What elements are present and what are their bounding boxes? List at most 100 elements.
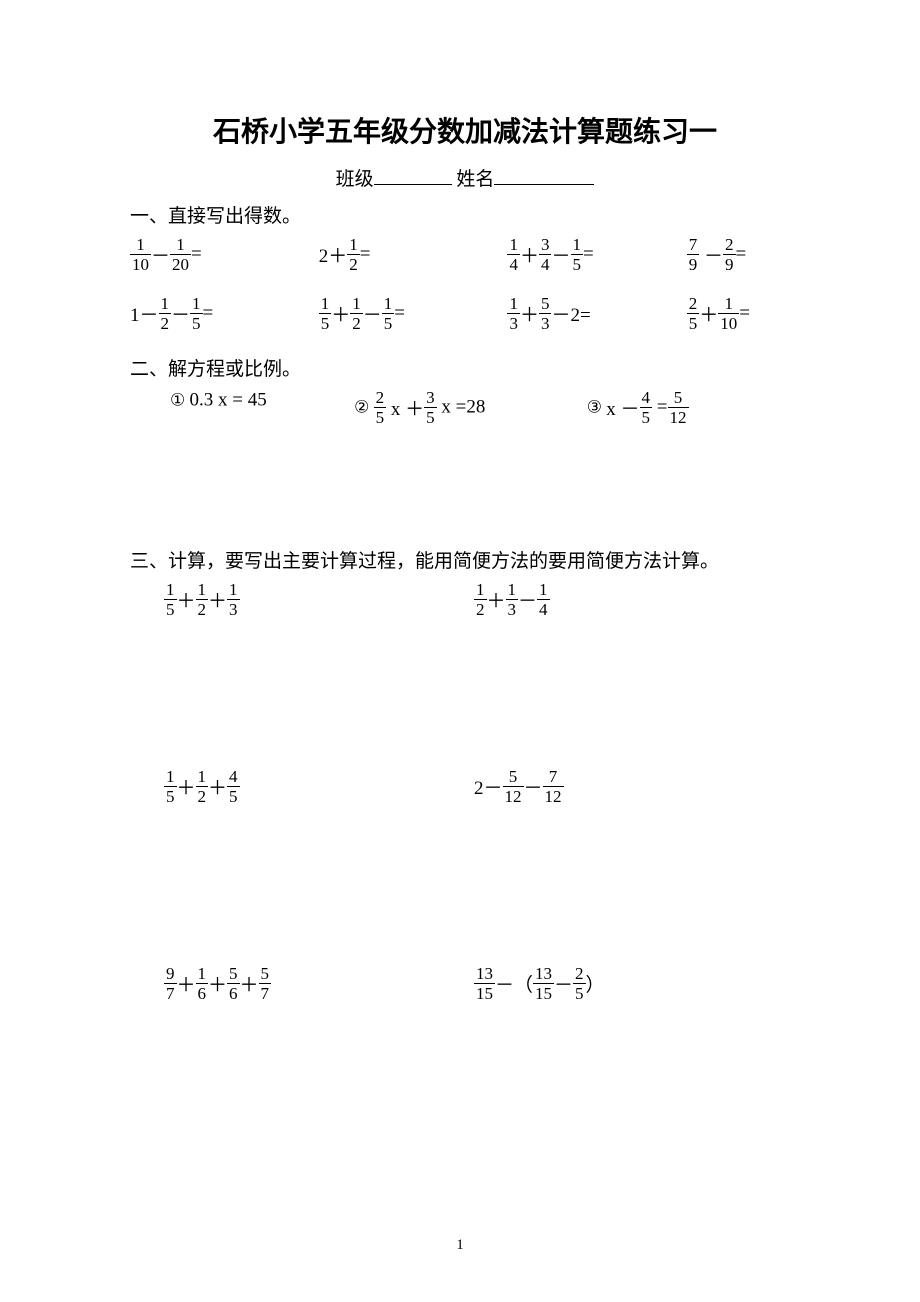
expr-text: －	[518, 591, 537, 612]
section3-problem: 12＋13－14	[474, 581, 754, 618]
expr-text: ＋	[177, 591, 196, 612]
fraction: 45	[227, 768, 240, 805]
subtitle-line: 班级 姓名	[130, 164, 800, 191]
section1-heading: 一、直接写出得数。	[130, 201, 800, 228]
fraction: 110	[718, 295, 739, 332]
section3-row: 97＋16＋56＋571315－（1315－25）	[130, 965, 800, 1002]
fraction: 13	[227, 581, 240, 618]
fraction-numerator: 4	[640, 389, 653, 407]
fraction-denominator: 9	[687, 254, 700, 273]
fraction: 12	[347, 236, 360, 273]
expr-text: ＋	[177, 778, 196, 799]
section3-row: 15＋12＋452－512－712	[130, 768, 800, 805]
fraction-denominator: 20	[170, 254, 191, 273]
section2-heading: 二、解方程或比例。	[130, 354, 800, 381]
fraction-numerator: 1	[350, 295, 363, 313]
fraction: 512	[668, 389, 689, 426]
fraction: 13	[506, 581, 519, 618]
blank-class	[374, 165, 452, 185]
expr-text: ＋	[699, 305, 718, 326]
expr-text: =	[736, 244, 747, 265]
fraction-denominator: 12	[503, 786, 524, 805]
page-number: 1	[0, 1237, 920, 1254]
fraction: 53	[539, 295, 552, 332]
expr-text: x =28	[437, 397, 486, 418]
fraction: 25	[687, 295, 700, 332]
expr-text: －	[151, 246, 170, 267]
fraction-numerator: 1	[507, 295, 520, 313]
fraction-numerator: 4	[227, 768, 240, 786]
fraction-numerator: 1	[170, 236, 191, 254]
fraction: 29	[723, 236, 736, 273]
fraction-denominator: 5	[319, 313, 332, 332]
expr-text: －	[524, 778, 543, 799]
fraction: 15	[190, 295, 203, 332]
problem-marker: ①	[170, 391, 190, 410]
section1-problem: 1－12－15=	[130, 295, 319, 332]
section3-problem: 2－512－712	[474, 768, 754, 805]
fraction: 12	[159, 295, 172, 332]
expr-text: =	[652, 397, 667, 418]
fraction-numerator: 2	[723, 236, 736, 254]
section1-body: 110－120=2＋12=14＋34－15=79 －29=1－12－15=15＋…	[130, 236, 800, 332]
fraction-denominator: 10	[130, 254, 151, 273]
fraction-denominator: 4	[537, 599, 550, 618]
fraction-denominator: 2	[159, 313, 172, 332]
blank-name	[494, 165, 594, 185]
fraction-denominator: 7	[259, 983, 272, 1002]
fraction-numerator: 7	[687, 236, 700, 254]
fraction-denominator: 12	[543, 786, 564, 805]
expr-text: －	[551, 246, 570, 267]
fraction-numerator: 5	[259, 965, 272, 983]
fraction-numerator: 3	[424, 389, 437, 407]
fraction: 56	[227, 965, 240, 1002]
fraction-denominator: 3	[539, 313, 552, 332]
worksheet-page: 石桥小学五年级分数加减法计算题练习一 班级 姓名 一、直接写出得数。 110－1…	[0, 0, 920, 1302]
fraction: 34	[539, 236, 552, 273]
fraction-numerator: 1	[474, 581, 487, 599]
fraction-numerator: 1	[507, 236, 520, 254]
fraction-numerator: 1	[130, 236, 151, 254]
fraction-numerator: 2	[687, 295, 700, 313]
section1-problem: 110－120=	[130, 236, 319, 273]
fraction-numerator: 3	[539, 236, 552, 254]
fraction-denominator: 7	[164, 983, 177, 1002]
fraction: 45	[640, 389, 653, 426]
fraction-denominator: 2	[350, 313, 363, 332]
section1-problem: 14＋34－15=	[507, 236, 686, 273]
fraction-denominator: 5	[424, 407, 437, 426]
fraction: 15	[319, 295, 332, 332]
fraction: 110	[130, 236, 151, 273]
expr-text: ＋	[208, 591, 227, 612]
expr-text: =	[394, 303, 405, 324]
expr-text: －	[363, 305, 382, 326]
fraction: 97	[164, 965, 177, 1002]
section1-problem: 2＋12=	[319, 236, 508, 273]
fraction: 35	[424, 389, 437, 426]
fraction: 25	[573, 965, 586, 1002]
expr-text: 2－	[474, 778, 503, 799]
section3-row: 15＋12＋1312＋13－14	[130, 581, 800, 618]
fraction: 79	[687, 236, 700, 273]
fraction-denominator: 3	[507, 313, 520, 332]
fraction: 16	[196, 965, 209, 1002]
fraction: 15	[382, 295, 395, 332]
fraction: 712	[543, 768, 564, 805]
section3-body: 15＋12＋1312＋13－1415＋12＋452－512－71297＋16＋5…	[130, 581, 800, 1002]
section1-problem: 25＋110=	[687, 295, 800, 332]
expr-text: －	[699, 246, 723, 267]
fraction: 14	[537, 581, 550, 618]
expr-text: －	[554, 975, 573, 996]
fraction: 57	[259, 965, 272, 1002]
fraction-numerator: 1	[164, 768, 177, 786]
expr-text: ＋	[208, 778, 227, 799]
fraction: 15	[571, 236, 584, 273]
expr-text: －2=	[551, 305, 590, 326]
expr-text: ＋	[240, 975, 259, 996]
fraction: 12	[196, 768, 209, 805]
fraction-denominator: 2	[347, 254, 360, 273]
fraction-numerator: 5	[668, 389, 689, 407]
fraction-numerator: 1	[196, 581, 209, 599]
expr-text: ＋	[487, 591, 506, 612]
section1-problem: 13＋53－2=	[507, 295, 686, 332]
